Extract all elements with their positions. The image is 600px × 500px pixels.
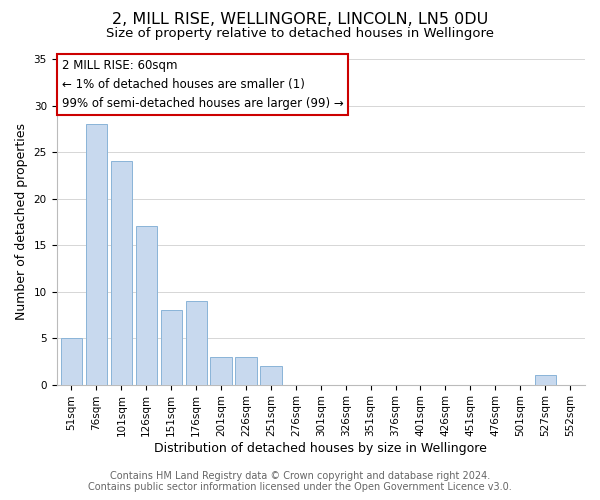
Bar [111,162,132,384]
Text: Size of property relative to detached houses in Wellingore: Size of property relative to detached ho… [106,28,494,40]
Bar [235,356,257,384]
Bar [61,338,82,384]
Bar [260,366,281,384]
Bar [86,124,107,384]
Bar [185,301,207,384]
Bar [535,376,556,384]
Text: 2 MILL RISE: 60sqm
← 1% of detached houses are smaller (1)
99% of semi-detached : 2 MILL RISE: 60sqm ← 1% of detached hous… [62,59,343,110]
Bar [161,310,182,384]
Text: 2, MILL RISE, WELLINGORE, LINCOLN, LN5 0DU: 2, MILL RISE, WELLINGORE, LINCOLN, LN5 0… [112,12,488,28]
X-axis label: Distribution of detached houses by size in Wellingore: Distribution of detached houses by size … [154,442,487,455]
Bar [136,226,157,384]
Bar [211,356,232,384]
Text: Contains HM Land Registry data © Crown copyright and database right 2024.: Contains HM Land Registry data © Crown c… [110,471,490,481]
Text: Contains public sector information licensed under the Open Government Licence v3: Contains public sector information licen… [88,482,512,492]
Y-axis label: Number of detached properties: Number of detached properties [15,124,28,320]
